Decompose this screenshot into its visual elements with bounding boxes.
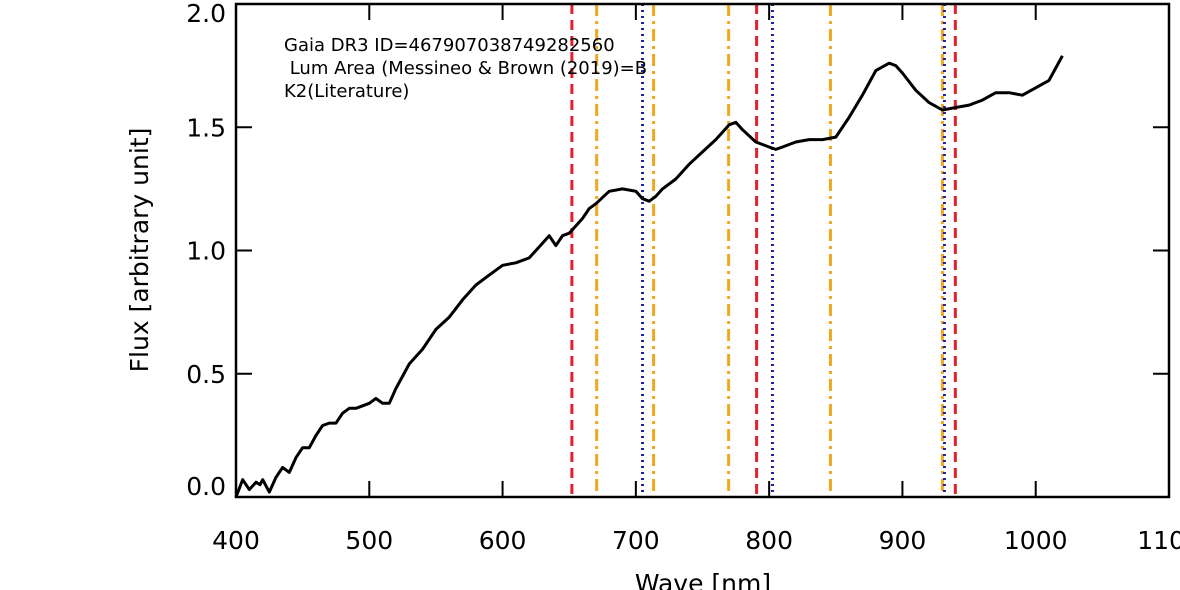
x-tick-label: 800 — [745, 526, 793, 555]
annotation: Gaia DR3 ID=4679070387492825​60 — [284, 35, 615, 56]
x-tick-label: 900 — [879, 526, 927, 555]
annotation: Lum Area (Messineo & Brown (2019)=B — [284, 58, 647, 79]
x-axis-label: Wave [nm] — [635, 569, 771, 590]
y-axis-label: Flux [arbitrary unit] — [125, 128, 154, 373]
y-tick-label: 0.0 — [186, 472, 226, 501]
x-tick-label: 700 — [612, 526, 660, 555]
x-tick-label: 500 — [345, 526, 393, 555]
y-tick-label: 0.5 — [186, 360, 226, 389]
spectrum-line — [234, 55, 1064, 498]
x-tick-label: 1000 — [1004, 526, 1068, 555]
y-tick-label: 1.5 — [186, 113, 226, 142]
x-tick-label: 400 — [212, 526, 260, 555]
annotation: K2(Literature) — [284, 81, 409, 102]
x-tick-label: 600 — [479, 526, 527, 555]
y-tick-label: 1.0 — [186, 237, 226, 266]
y-tick-label: 2.0 — [186, 0, 226, 28]
